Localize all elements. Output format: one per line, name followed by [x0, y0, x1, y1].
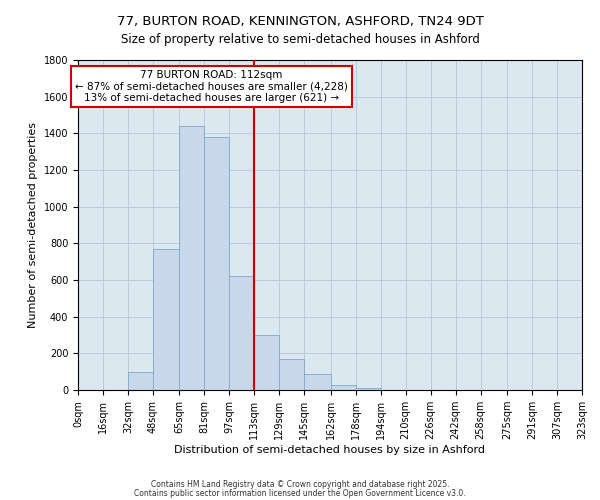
- Bar: [179, 126, 205, 390]
- Text: Contains public sector information licensed under the Open Government Licence v3: Contains public sector information licen…: [134, 488, 466, 498]
- Text: 77 BURTON ROAD: 112sqm
← 87% of semi-detached houses are smaller (4,228)
13% of : 77 BURTON ROAD: 112sqm ← 87% of semi-det…: [75, 70, 348, 103]
- Bar: [128, 372, 153, 390]
- Y-axis label: Number of semi-detached properties: Number of semi-detached properties: [28, 122, 38, 328]
- Bar: [153, 249, 179, 390]
- Bar: [279, 359, 304, 390]
- Text: 77, BURTON ROAD, KENNINGTON, ASHFORD, TN24 9DT: 77, BURTON ROAD, KENNINGTON, ASHFORD, TN…: [116, 15, 484, 28]
- Bar: [331, 384, 356, 390]
- Bar: [229, 276, 254, 390]
- Bar: [304, 374, 331, 390]
- X-axis label: Distribution of semi-detached houses by size in Ashford: Distribution of semi-detached houses by …: [175, 445, 485, 455]
- Bar: [254, 335, 279, 390]
- Bar: [356, 388, 381, 390]
- Text: Size of property relative to semi-detached houses in Ashford: Size of property relative to semi-detach…: [121, 32, 479, 46]
- Bar: [205, 137, 229, 390]
- Text: Contains HM Land Registry data © Crown copyright and database right 2025.: Contains HM Land Registry data © Crown c…: [151, 480, 449, 489]
